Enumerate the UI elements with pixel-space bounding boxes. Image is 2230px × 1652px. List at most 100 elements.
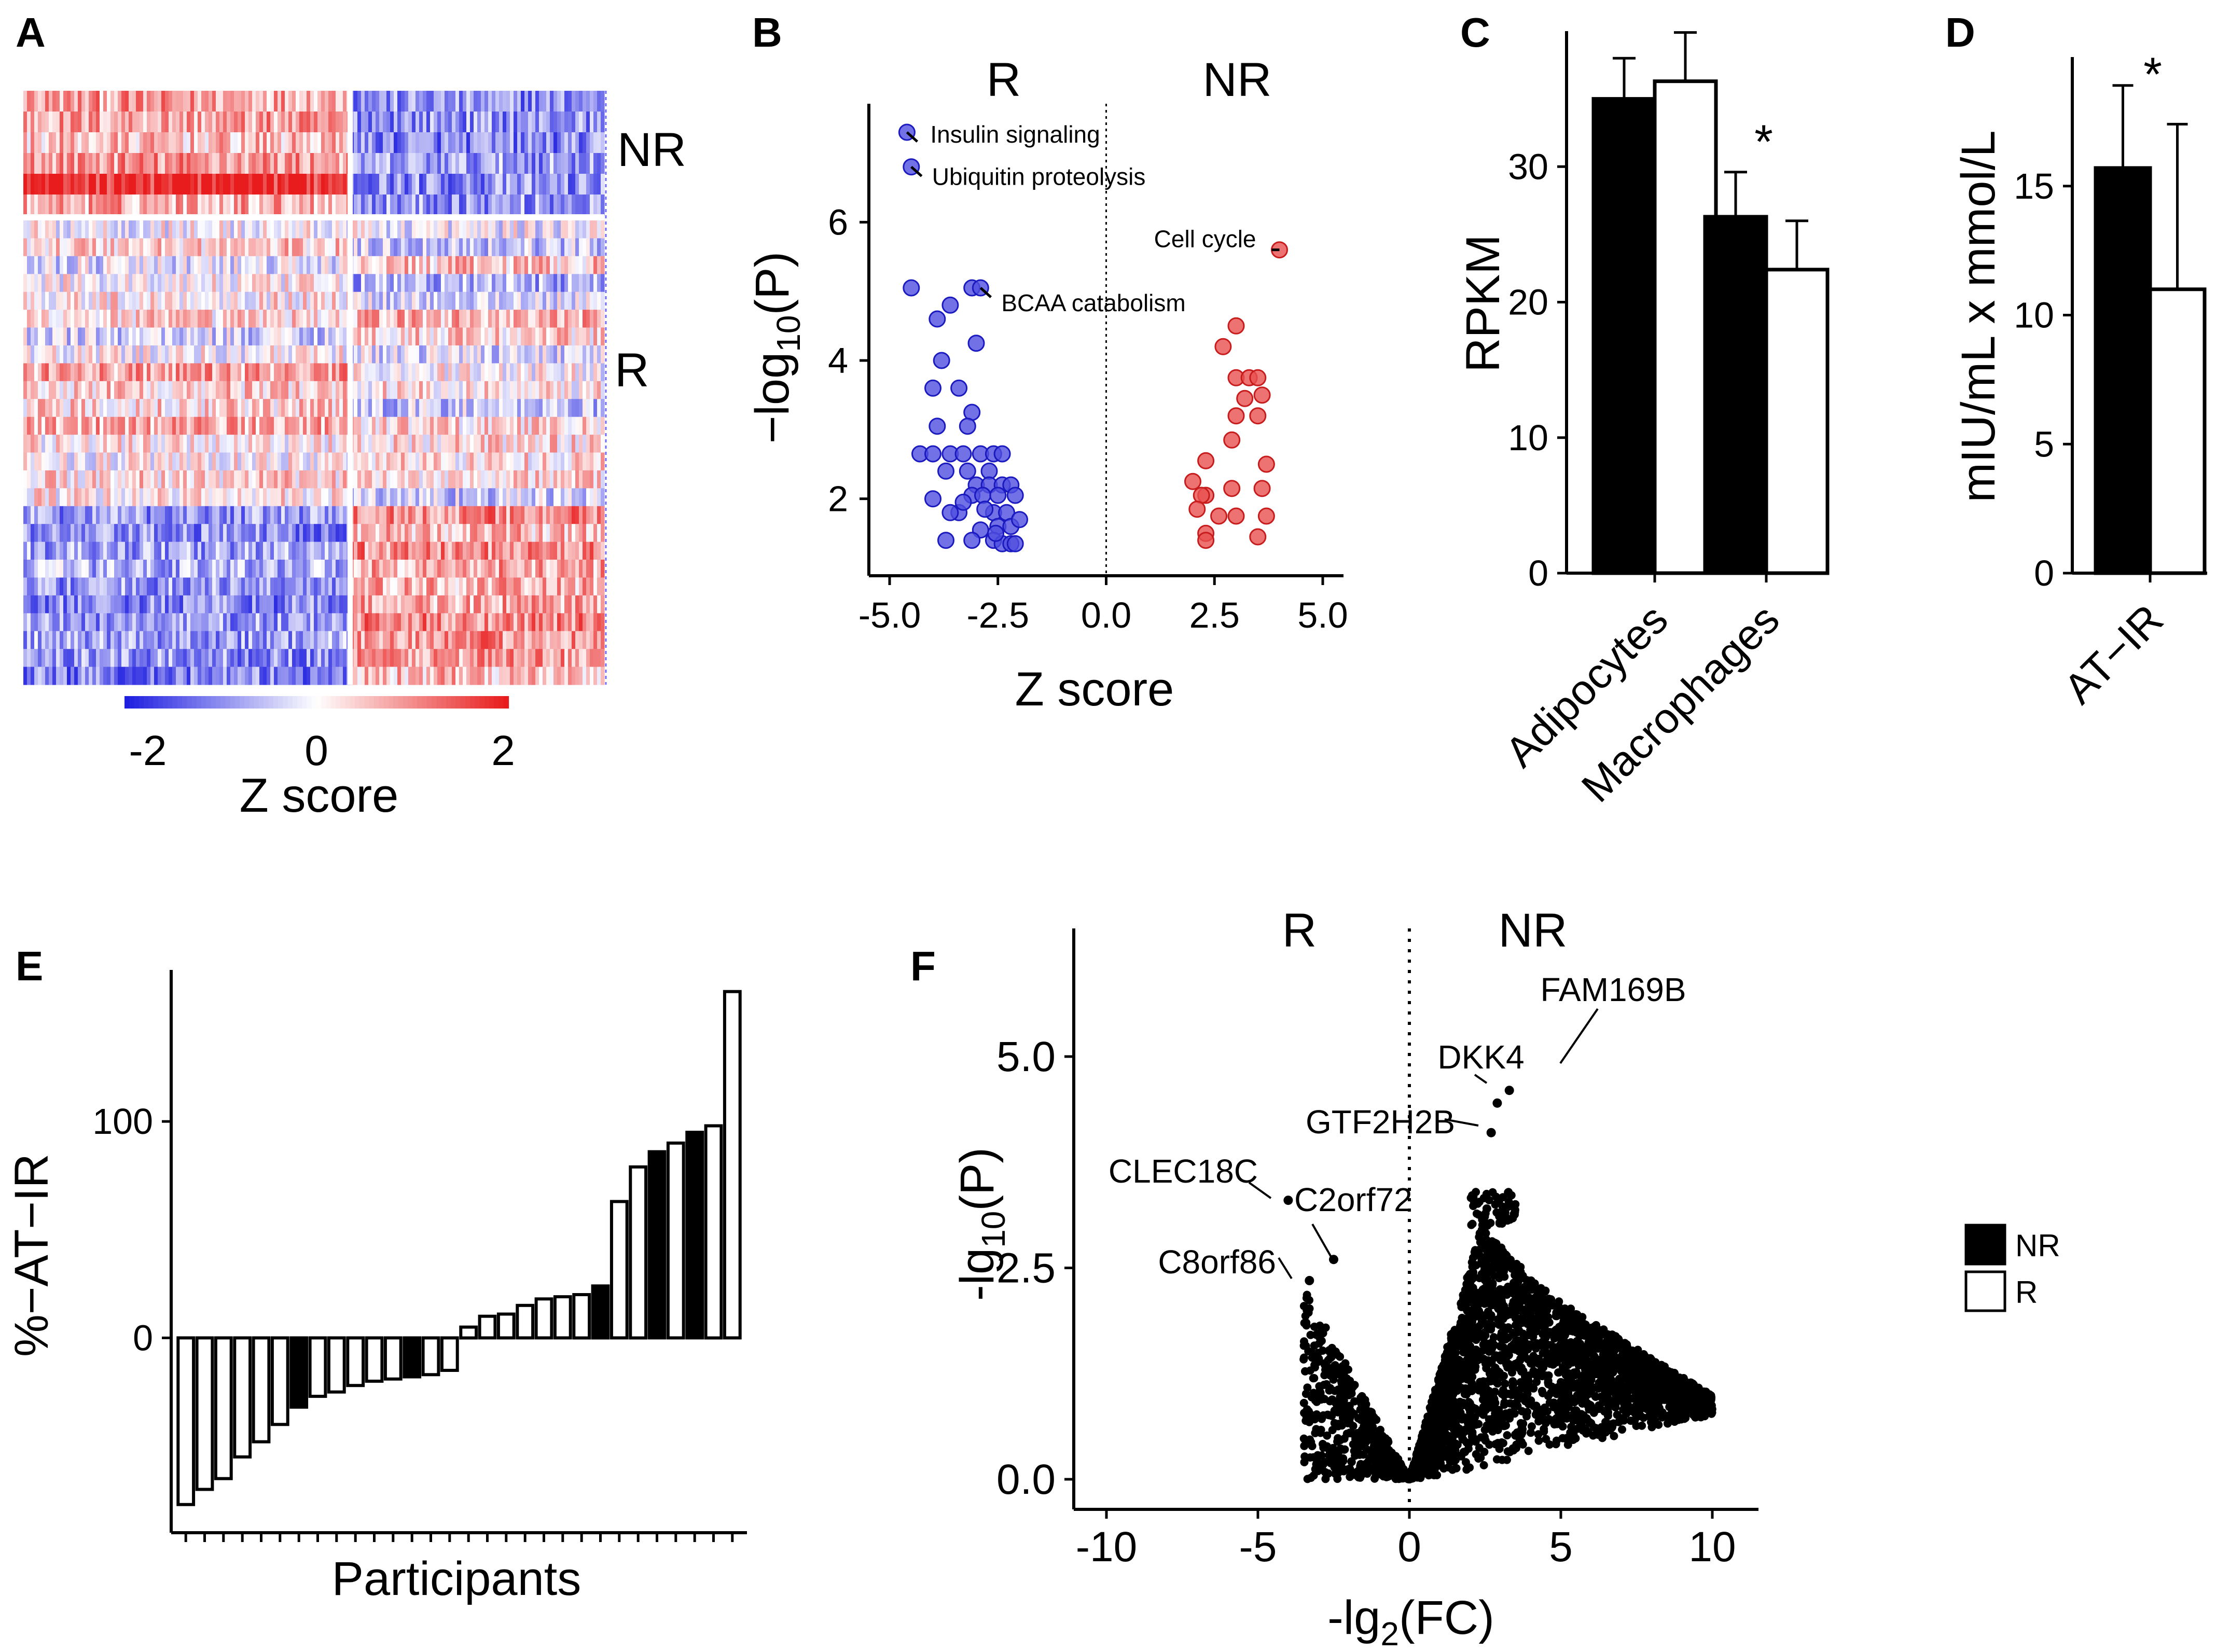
heatmap-cell bbox=[303, 327, 307, 346]
heatmap-cell bbox=[365, 381, 369, 399]
heatmap-cell bbox=[484, 274, 489, 293]
heatmap-cell bbox=[129, 345, 133, 364]
heatmap-cell bbox=[408, 91, 412, 112]
heatmap-cell bbox=[441, 524, 445, 543]
heatmap-cell bbox=[74, 595, 78, 614]
heatmap-cell bbox=[205, 291, 209, 310]
heatmap-cell bbox=[27, 345, 31, 364]
heatmap-cell bbox=[34, 399, 38, 418]
heatmap-cell bbox=[434, 577, 438, 596]
heatmap-cell bbox=[81, 577, 86, 596]
heatmap-cell bbox=[27, 435, 31, 453]
heatmap-cell bbox=[81, 132, 86, 154]
heatmap-cell bbox=[216, 112, 220, 133]
heatmap-cell bbox=[583, 381, 587, 399]
heatmap-cell bbox=[539, 435, 543, 453]
heatmap-cell bbox=[583, 112, 587, 133]
heatmap-cell bbox=[150, 417, 155, 435]
heatmap-cell bbox=[190, 595, 195, 614]
heatmap-cell bbox=[41, 524, 46, 543]
heatmap-cell bbox=[550, 542, 554, 560]
heatmap-cell bbox=[386, 153, 391, 174]
heatmap-cell bbox=[568, 291, 572, 310]
heatmap-cell bbox=[238, 470, 242, 489]
heatmap-cell bbox=[227, 274, 231, 293]
heatmap-cell bbox=[96, 577, 100, 596]
heatmap-cell bbox=[564, 560, 569, 578]
heatmap-cell bbox=[357, 363, 362, 382]
heatmap-cell bbox=[216, 195, 220, 216]
heatmap-cell bbox=[176, 291, 180, 310]
heatmap-cell bbox=[325, 153, 329, 174]
heatmap-cell bbox=[579, 470, 583, 489]
heatmap-cell bbox=[27, 667, 31, 685]
heatmap-cell bbox=[372, 363, 376, 382]
heatmap-cell bbox=[448, 381, 452, 399]
heatmap-cell bbox=[386, 220, 391, 239]
heatmap-cell bbox=[114, 542, 118, 560]
heatmap-cell bbox=[390, 91, 394, 112]
heatmap-cell bbox=[466, 291, 470, 310]
heatmap-cell bbox=[365, 153, 369, 174]
heatmap-cell bbox=[219, 399, 224, 418]
heatmap-cell bbox=[248, 613, 253, 632]
heatmap-cell bbox=[539, 542, 543, 560]
heatmap-cell bbox=[205, 310, 209, 328]
heatmap-cell bbox=[67, 631, 71, 649]
heatmap-cell bbox=[136, 649, 140, 668]
heatmap-cell bbox=[303, 195, 307, 216]
heatmap-cell bbox=[553, 542, 558, 560]
heatmap-cell bbox=[310, 310, 314, 328]
heatmap-cell bbox=[71, 488, 75, 507]
heatmap-cell bbox=[278, 470, 282, 489]
heatmap-cell bbox=[343, 452, 347, 471]
heatmap-cell bbox=[564, 174, 569, 195]
heatmap-cell bbox=[314, 542, 318, 560]
heatmap-cell bbox=[397, 613, 401, 632]
heatmap-cell bbox=[336, 363, 340, 382]
heatmap-cell bbox=[415, 195, 420, 216]
heatmap-cell bbox=[379, 310, 383, 328]
heatmap-cell bbox=[517, 310, 521, 328]
heatmap-cell bbox=[568, 417, 572, 435]
heatmap-cell bbox=[274, 577, 278, 596]
heatmap-cell bbox=[107, 256, 111, 274]
heatmap-cell bbox=[310, 91, 314, 112]
heatmap-cell bbox=[445, 274, 449, 293]
heatmap-cell bbox=[187, 91, 191, 112]
heatmap-cell bbox=[550, 274, 554, 293]
heatmap-cell bbox=[85, 174, 89, 195]
heatmap-cell bbox=[448, 595, 452, 614]
heatmap-cell bbox=[379, 452, 383, 471]
heatmap-cell bbox=[96, 595, 100, 614]
heatmap-cell bbox=[455, 327, 460, 346]
heatmap-cell bbox=[52, 452, 57, 471]
heatmap-cell bbox=[92, 524, 96, 543]
heatmap-cell bbox=[579, 195, 583, 216]
heatmap-cell bbox=[169, 220, 173, 239]
heatmap-cell bbox=[234, 542, 238, 560]
heatmap-cell bbox=[81, 291, 86, 310]
heatmap-cell bbox=[125, 310, 129, 328]
heatmap-cell bbox=[205, 613, 209, 632]
heatmap-cell bbox=[212, 631, 216, 649]
heatmap-cell bbox=[430, 595, 434, 614]
heatmap-cell bbox=[361, 435, 365, 453]
heatmap-cell bbox=[270, 256, 274, 274]
heatmap-cell bbox=[314, 452, 318, 471]
heatmap-cell bbox=[317, 238, 322, 257]
heatmap-cell bbox=[74, 174, 78, 195]
heatmap-cell bbox=[405, 256, 409, 274]
heatmap-cell bbox=[172, 327, 176, 346]
heatmap-cell bbox=[216, 506, 220, 524]
heatmap-cell bbox=[114, 91, 118, 112]
heatmap-cell bbox=[194, 649, 198, 668]
heatmap-cell bbox=[441, 577, 445, 596]
heatmap-cell bbox=[386, 560, 391, 578]
heatmap-cell bbox=[455, 91, 460, 112]
heatmap-cell bbox=[169, 524, 173, 543]
heatmap-cell bbox=[147, 488, 151, 507]
heatmap-cell bbox=[561, 112, 565, 133]
heatmap-cell bbox=[154, 560, 158, 578]
heatmap-cell bbox=[118, 327, 122, 346]
